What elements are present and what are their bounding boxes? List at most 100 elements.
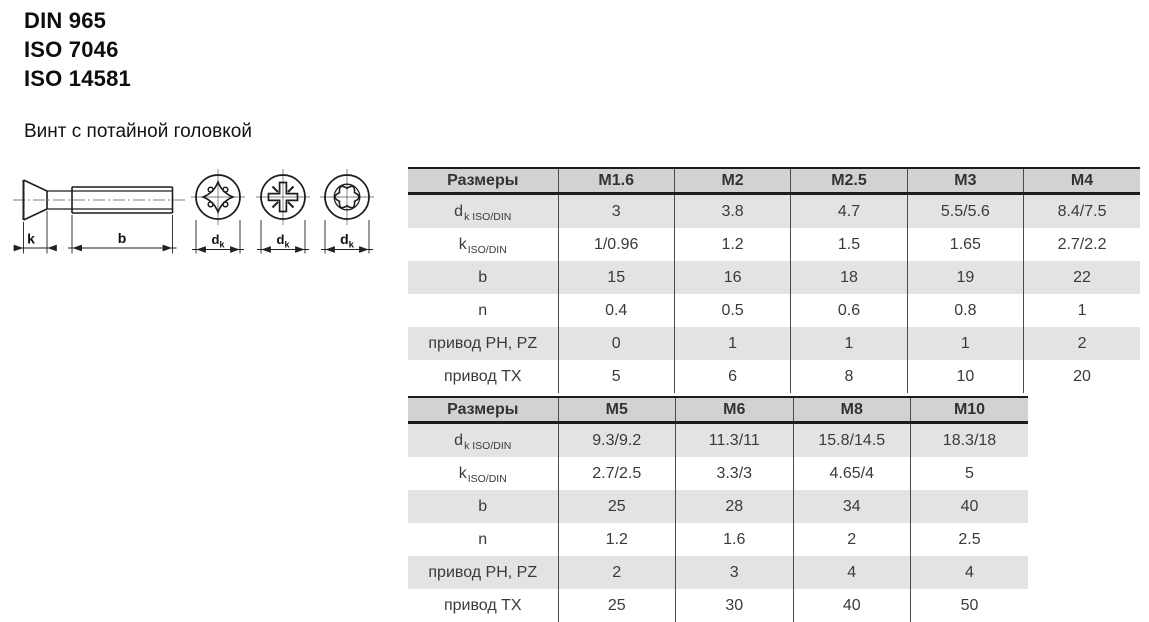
page-title: Винт с потайной головкой [24, 121, 252, 142]
table-cell: 18 [790, 261, 908, 294]
table-cell: 3.3/3 [675, 457, 793, 490]
table-cell: 40 [910, 490, 1028, 523]
table-row: b 15 16 18 19 22 [408, 261, 1140, 294]
table-cell: 18.3/18 [910, 422, 1028, 457]
table-cell: 16 [673, 261, 791, 294]
table-cell: 2 [1023, 327, 1140, 360]
phillips-recess-view: dk [191, 169, 245, 254]
table-row: dk ISO/DIN 9.3/9.2 11.3/11 15.8/14.5 18.3/18 [408, 422, 1028, 457]
row-label-main: привод TX [443, 596, 522, 614]
table-cell: 8.4/7.5 [1023, 193, 1140, 228]
column-header: M2.5 [790, 167, 908, 195]
table-cell: 0.6 [790, 294, 908, 327]
table-cell: 25 [557, 490, 676, 523]
table-cell: 1 [1023, 294, 1140, 327]
table-cell: 3 [675, 556, 793, 589]
column-header: M5 [557, 396, 676, 424]
table-cell: 19 [906, 261, 1024, 294]
row-label: привод PH, PZ [408, 556, 558, 589]
row-label-main: привод TX [443, 367, 522, 385]
table-cell: 1.65 [906, 228, 1024, 261]
table-cell: 0.4 [557, 294, 675, 327]
table-cell: 3 [557, 193, 675, 228]
table-cell: 2.5 [910, 523, 1028, 556]
column-header: M4 [1023, 167, 1140, 195]
column-header: M6 [675, 396, 793, 424]
row-label-main: d [454, 431, 464, 449]
table-cell: 2.7/2.5 [557, 457, 676, 490]
table-row: n 0.4 0.5 0.6 0.8 1 [408, 294, 1140, 327]
row-label: kISO/DIN [408, 228, 558, 261]
row-label: b [408, 261, 558, 294]
row-label-main: k [458, 464, 467, 482]
table-cell: 5 [910, 457, 1028, 490]
row-label: привод TX [408, 589, 558, 622]
torx-recess-view: dk [320, 169, 374, 254]
dimension-label-dk: dk [277, 232, 291, 250]
row-label-subscript: k ISO/DIN [464, 439, 512, 452]
table-row: привод TX 25 30 40 50 [408, 589, 1028, 622]
table-cell: 22 [1023, 261, 1140, 294]
table-cell: 0.5 [673, 294, 791, 327]
row-label-main: k [458, 235, 467, 253]
table-header-row: Размеры M1.6 M2 M2.5 M3 M4 [408, 167, 1140, 195]
table-cell: 1.6 [675, 523, 793, 556]
table-cell: 40 [792, 589, 911, 622]
column-header: M10 [910, 396, 1028, 424]
sizes-corner-header: Размеры [408, 167, 558, 195]
size-table-small: Размеры M1.6 M2 M2.5 M3 M4 dk ISO/DIN 3 3.8 4.7 5.… [408, 167, 1140, 393]
column-header: M2 [673, 167, 791, 195]
table-cell: 20 [1023, 360, 1140, 393]
row-label-main: привод PH, PZ [428, 563, 538, 581]
size-table: Размеры M1.6 M2 M2.5 M3 M4 dk ISO/DIN 3 3.8 4.7 5.… [408, 167, 1140, 393]
row-label-main: b [478, 268, 488, 286]
table-row: kISO/DIN 2.7/2.5 3.3/3 4.65/4 5 [408, 457, 1028, 490]
sizes-corner-header: Размеры [408, 396, 558, 424]
row-label: n [408, 294, 558, 327]
row-label-main: n [478, 301, 488, 319]
row-label-main: b [478, 497, 488, 515]
standard-iso-14581: ISO 14581 [24, 66, 131, 91]
row-label-subscript: k ISO/DIN [464, 210, 512, 223]
table-cell: 4.65/4 [792, 457, 911, 490]
row-label-main: привод PH, PZ [428, 334, 538, 352]
table-cell: 4 [910, 556, 1028, 589]
row-label-subscript: ISO/DIN [467, 472, 507, 485]
pozidriv-recess-view: dk [256, 169, 310, 254]
table-cell: 50 [910, 589, 1028, 622]
table-cell: 2 [557, 556, 676, 589]
table-row: привод PH, PZ 0 1 1 1 2 [408, 327, 1140, 360]
standard-iso-7046: ISO 7046 [24, 37, 119, 62]
column-header: M3 [906, 167, 1024, 195]
dimension-label-dk: dk [212, 232, 226, 250]
row-label-main: n [478, 530, 488, 548]
table-cell: 1 [906, 327, 1024, 360]
table-row: привод TX 5 6 8 10 20 [408, 360, 1140, 393]
table-cell: 1/0.96 [557, 228, 675, 261]
row-label: dk ISO/DIN [408, 193, 558, 228]
table-cell: 9.3/9.2 [557, 422, 676, 457]
table-cell: 6 [673, 360, 791, 393]
table-cell: 1 [790, 327, 908, 360]
row-label: привод PH, PZ [408, 327, 558, 360]
table-cell: 10 [906, 360, 1024, 393]
table-cell: 4 [792, 556, 911, 589]
row-label-subscript: ISO/DIN [467, 243, 507, 256]
table-row: kISO/DIN 1/0.96 1.2 1.5 1.65 2.7/2.2 [408, 228, 1140, 261]
table-cell: 2 [792, 523, 911, 556]
row-label-main: d [454, 202, 464, 220]
table-header-row: Размеры M5 M6 M8 M10 [408, 396, 1028, 424]
dimension-label-dk: dk [340, 231, 355, 251]
size-table-large: Размеры M5 M6 M8 M10 dk ISO/DIN 9.3/9.2 11.3/11… [408, 396, 1028, 622]
table-cell: 0 [557, 327, 675, 360]
screw-drawing-svg: k b dk dk [13, 169, 374, 254]
table-row: привод PH, PZ 2 3 4 4 [408, 556, 1028, 589]
standard-din: DIN 965 [24, 8, 107, 33]
table-cell: 1 [673, 327, 791, 360]
dimension-label-b: b [118, 230, 127, 246]
row-label: dk ISO/DIN [408, 422, 558, 457]
table-cell: 30 [675, 589, 793, 622]
table-row: n 1.2 1.6 2 2.5 [408, 523, 1028, 556]
table-cell: 15 [557, 261, 675, 294]
